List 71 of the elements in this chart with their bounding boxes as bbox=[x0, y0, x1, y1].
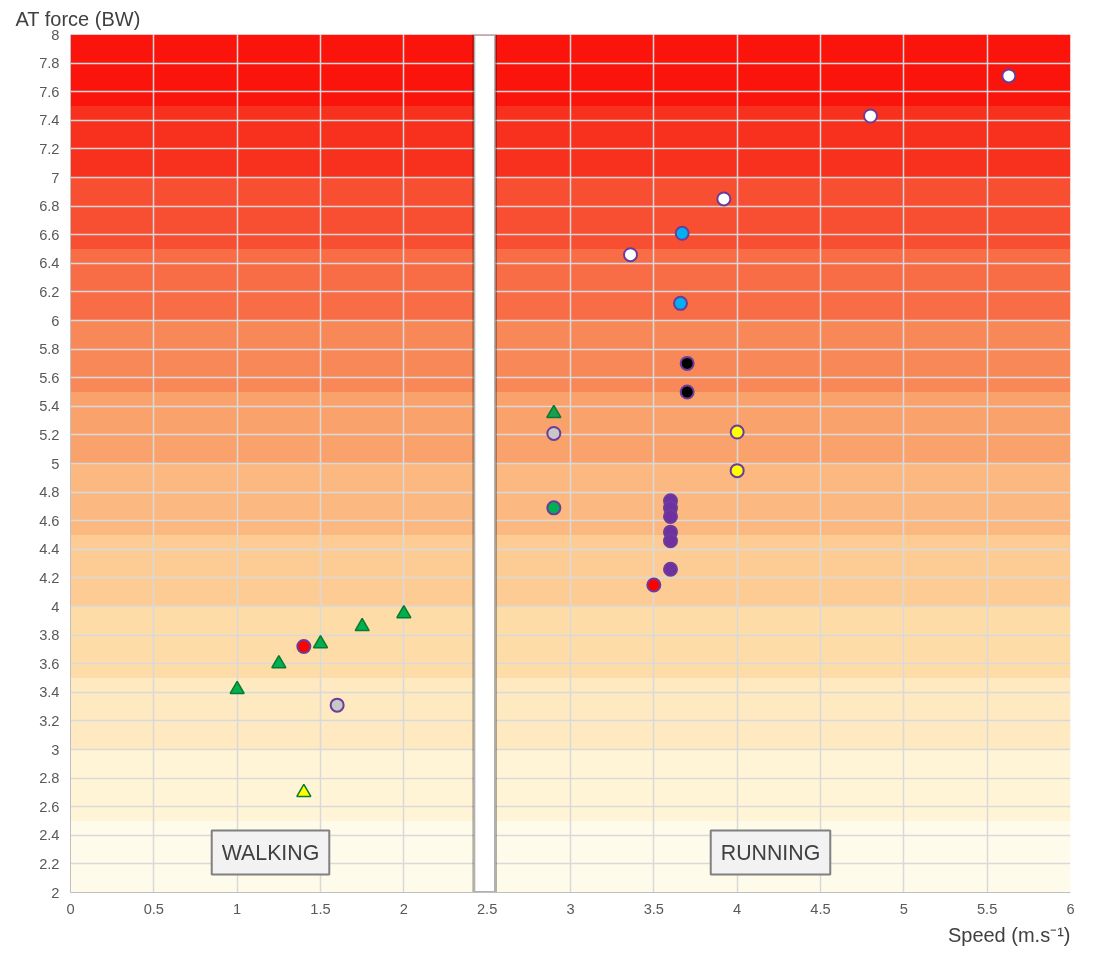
y-tick-label: 3.2 bbox=[39, 712, 60, 729]
point bbox=[679, 384, 695, 400]
y-tick-label: 2.6 bbox=[39, 798, 60, 815]
y-tick-label: 4.4 bbox=[39, 541, 60, 558]
point bbox=[1001, 68, 1017, 84]
x-tick-label: 3 bbox=[566, 900, 575, 917]
point bbox=[354, 617, 370, 632]
y-tick-label: 3.8 bbox=[39, 627, 60, 644]
y-tick-label: 5.2 bbox=[39, 426, 60, 443]
y-tick-label: 6 bbox=[51, 312, 60, 329]
x-tick-label: 6 bbox=[1066, 900, 1075, 917]
x-tick-label: 1.5 bbox=[310, 900, 331, 917]
y-tick-label: 3.6 bbox=[39, 655, 60, 672]
y-tick-label: 3.4 bbox=[39, 684, 60, 701]
x-tick-label: 4.5 bbox=[810, 900, 831, 917]
y-tick-label: 6.4 bbox=[39, 255, 60, 272]
point bbox=[296, 639, 312, 655]
x-tick-label: 2 bbox=[399, 900, 408, 917]
y-tick-label: 4.6 bbox=[39, 512, 60, 529]
point bbox=[863, 108, 878, 124]
x-tick-label: 0 bbox=[66, 900, 75, 917]
y-tick-label: 7.6 bbox=[39, 83, 60, 100]
point bbox=[729, 463, 745, 479]
y-tick-label: 2.8 bbox=[39, 770, 60, 787]
point bbox=[674, 225, 690, 241]
y-tick-label: 6.8 bbox=[39, 198, 60, 215]
x-tick-label: 4 bbox=[733, 900, 742, 917]
point bbox=[546, 425, 562, 441]
y-tick-label: 5.8 bbox=[39, 341, 60, 358]
point bbox=[623, 247, 638, 263]
y-tick-label: 2.4 bbox=[39, 827, 60, 844]
y-tick-label: 5.6 bbox=[39, 369, 60, 386]
y-tick-label: 7 bbox=[51, 169, 60, 186]
point bbox=[312, 634, 329, 649]
point bbox=[729, 424, 745, 440]
y-tick-label: 5.4 bbox=[39, 398, 60, 415]
point bbox=[546, 404, 562, 419]
point bbox=[663, 533, 678, 549]
x-tick-label: 5 bbox=[899, 900, 908, 917]
point bbox=[229, 680, 245, 695]
x-tick-label: 3.5 bbox=[643, 900, 665, 917]
y-tick-label: 5 bbox=[51, 455, 60, 472]
y-tick-label: 7.4 bbox=[39, 112, 60, 129]
y-tick-label: 2.2 bbox=[39, 855, 60, 872]
y-tick-label: 3 bbox=[51, 741, 60, 758]
y-tick-label: 6.6 bbox=[39, 226, 60, 243]
point bbox=[716, 191, 732, 207]
x-axis-title: Speed (m.s⁻¹) bbox=[947, 923, 1071, 946]
point bbox=[296, 783, 312, 798]
point bbox=[546, 500, 562, 516]
y-tick-label: 7.2 bbox=[39, 140, 60, 157]
y-tick-label: 4.8 bbox=[39, 484, 60, 501]
point bbox=[673, 295, 688, 311]
point bbox=[396, 604, 412, 619]
x-tick-label: 5.5 bbox=[976, 900, 998, 917]
y-tick-label: 6.2 bbox=[39, 283, 60, 300]
y-tick-label: 2 bbox=[51, 884, 60, 901]
point bbox=[679, 355, 695, 371]
x-tick-label: 0.5 bbox=[143, 900, 165, 917]
x-tick-label: 1 bbox=[233, 900, 242, 917]
point bbox=[329, 697, 345, 713]
point bbox=[663, 508, 678, 524]
point bbox=[646, 577, 662, 593]
y-tick-label: 4 bbox=[51, 598, 60, 615]
y-tick-label: 4.2 bbox=[39, 569, 60, 586]
point bbox=[663, 561, 678, 577]
annotation: RUNNING bbox=[720, 840, 821, 865]
point bbox=[271, 654, 287, 669]
annotation: WALKING bbox=[221, 840, 320, 865]
x-tick-label: 2.5 bbox=[476, 900, 498, 917]
y-tick-label: 7.8 bbox=[39, 55, 60, 72]
